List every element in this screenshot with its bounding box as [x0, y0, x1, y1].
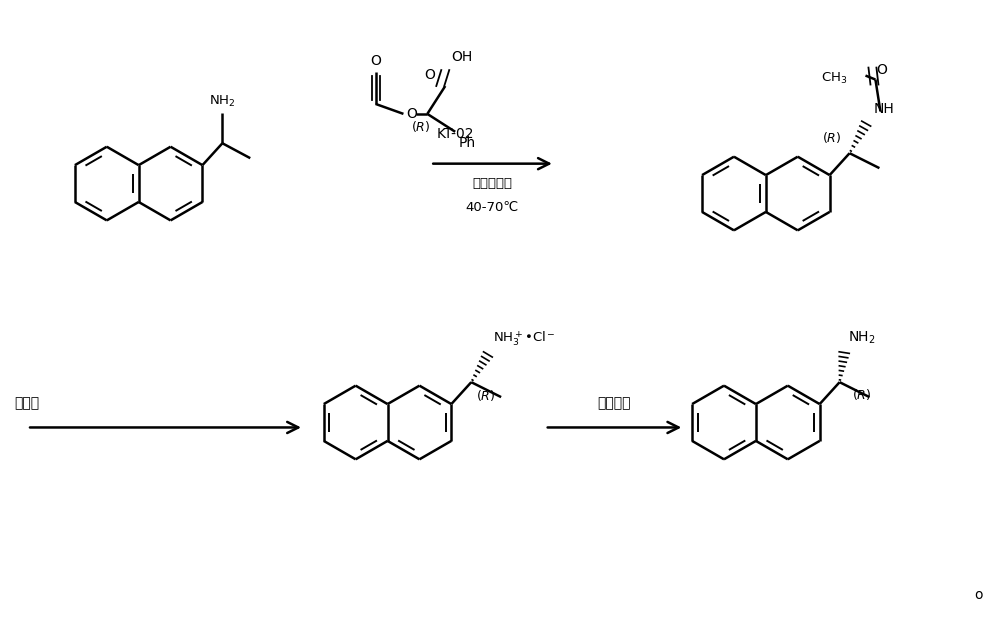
Text: $(R)$: $(R)$: [476, 388, 496, 403]
Text: Ph: Ph: [458, 136, 475, 150]
Text: $(R)$: $(R)$: [411, 119, 430, 134]
Text: O: O: [424, 68, 435, 82]
Text: NH$_3^+$•Cl$^-$: NH$_3^+$•Cl$^-$: [493, 329, 556, 349]
Text: O: O: [406, 107, 417, 121]
Text: 碑化萍取: 碑化萍取: [598, 397, 631, 410]
Text: $(R)$: $(R)$: [822, 130, 841, 145]
Text: 醇，酸: 醇，酸: [14, 397, 39, 410]
Text: $(R)$: $(R)$: [852, 387, 871, 402]
Text: NH$_2$: NH$_2$: [848, 330, 875, 346]
Text: O: O: [876, 62, 887, 77]
Text: OH: OH: [451, 50, 472, 64]
Text: NH: NH: [873, 103, 894, 116]
Text: NH$_2$: NH$_2$: [209, 95, 236, 109]
Text: O: O: [370, 54, 381, 68]
Text: KT-02: KT-02: [436, 127, 474, 141]
Text: CH$_3$: CH$_3$: [821, 71, 848, 86]
Text: o: o: [974, 588, 983, 602]
Text: 40-70℃: 40-70℃: [465, 200, 519, 213]
Text: 甲苯，氪气: 甲苯，氪气: [472, 177, 512, 190]
